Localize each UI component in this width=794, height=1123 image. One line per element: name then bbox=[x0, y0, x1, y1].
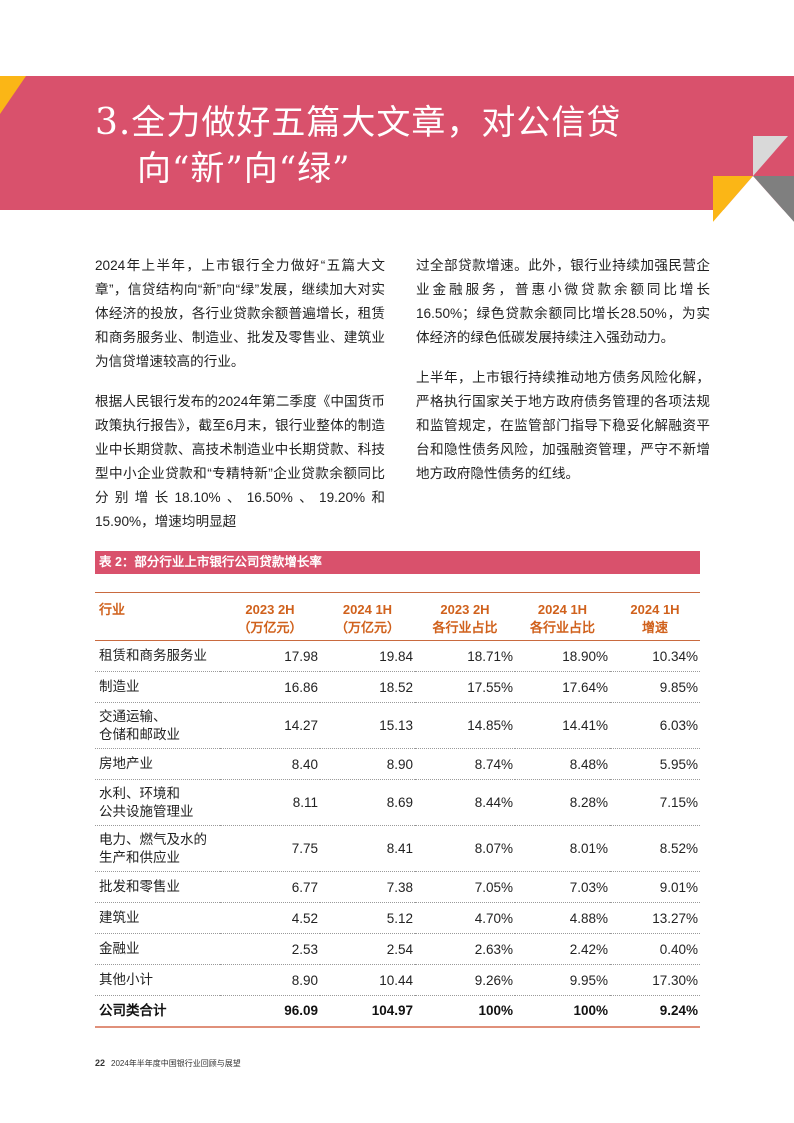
section-title: 3.全力做好五篇大文章，对公信贷 向“新”向“绿” bbox=[95, 100, 621, 192]
table-row: 批发和零售业 6.77 7.38 7.05% 7.03% 9.01% bbox=[95, 871, 700, 903]
industry-cell: 其他小计 bbox=[95, 964, 220, 996]
table-row: 电力、燃气及水的 生产和供应业 7.75 8.41 8.07% 8.01% 8.52% bbox=[95, 825, 700, 872]
industry-cell: 批发和零售业 bbox=[95, 871, 220, 903]
title-line-1: 3.全力做好五篇大文章，对公信贷 bbox=[95, 102, 622, 143]
header-2023-balance: 2023 2H （万亿元） bbox=[220, 592, 320, 641]
paragraph: 过全部贷款增速。此外，银行业持续加强民营企业金融服务，普惠小微贷款余额同比增长1… bbox=[416, 258, 710, 345]
paragraph: 2024年上半年，上市银行全力做好“五篇大文章”，信贷结构向“新”向“绿”发展，… bbox=[95, 258, 385, 369]
header-growth: 2024 1H 增速 bbox=[610, 592, 700, 641]
table-total-row: 公司类合计 96.09 104.97 100% 100% 9.24% bbox=[95, 995, 700, 1028]
title-line-2: 向“新”向“绿” bbox=[137, 149, 351, 189]
page-number: 22 bbox=[95, 1058, 106, 1068]
header-2023-share: 2023 2H 各行业占比 bbox=[415, 592, 515, 641]
industry-cell: 交通运输、 仓储和邮政业 bbox=[95, 702, 220, 749]
table-row: 租赁和商务服务业 17.98 19.84 18.71% 18.90% 10.34% bbox=[95, 640, 700, 672]
table-row: 其他小计 8.90 10.44 9.26% 9.95% 17.30% bbox=[95, 964, 700, 996]
body-column-left: 2024年上半年，上市银行全力做好“五篇大文章”，信贷结构向“新”向“绿”发展，… bbox=[95, 254, 385, 550]
industry-cell: 金融业 bbox=[95, 933, 220, 965]
body-column-right: 过全部贷款增速。此外，银行业持续加强民营企业金融服务，普惠小微贷款余额同比增长1… bbox=[416, 254, 710, 502]
corner-triangle-decoration bbox=[0, 76, 26, 114]
industry-cell: 房地产业 bbox=[95, 748, 220, 780]
publication-title: 2024年半年度中国银行业回顾与展望 bbox=[111, 1059, 241, 1068]
table-header-row: 行业 2023 2H （万亿元） 2024 1H （万亿元） 2023 2H 各行业占… bbox=[95, 592, 700, 641]
table-row: 制造业 16.86 18.52 17.55% 17.64% 9.85% bbox=[95, 671, 700, 703]
table-caption: 表 2：部分行业上市银行公司贷款增长率 bbox=[95, 551, 700, 574]
industry-cell: 建筑业 bbox=[95, 902, 220, 934]
table-row: 交通运输、 仓储和邮政业 14.27 15.13 14.85% 14.41% 6.03% bbox=[95, 702, 700, 749]
table-row: 水利、环境和 公共设施管理业 8.11 8.69 8.44% 8.28% 7.15% bbox=[95, 779, 700, 826]
table-row: 房地产业 8.40 8.90 8.74% 8.48% 5.95% bbox=[95, 748, 700, 780]
geometric-corner-decoration bbox=[713, 136, 794, 222]
loan-growth-table: 行业 2023 2H （万亿元） 2024 1H （万亿元） 2023 2H 各行业占… bbox=[95, 592, 700, 1028]
industry-cell: 水利、环境和 公共设施管理业 bbox=[95, 779, 220, 826]
table-row: 金融业 2.53 2.54 2.63% 2.42% 0.40% bbox=[95, 933, 700, 965]
industry-cell: 租赁和商务服务业 bbox=[95, 640, 220, 672]
header-industry: 行业 bbox=[95, 592, 220, 641]
paragraph: 根据人民银行发布的2024年第二季度《中国货币政策执行报告》，截至6月末，银行业… bbox=[95, 394, 385, 529]
table-row: 建筑业 4.52 5.12 4.70% 4.88% 13.27% bbox=[95, 902, 700, 934]
page-footer: 22 2024年半年度中国银行业回顾与展望 bbox=[95, 1058, 241, 1069]
industry-cell: 制造业 bbox=[95, 671, 220, 703]
industry-cell: 公司类合计 bbox=[95, 995, 220, 1028]
section-title-banner bbox=[0, 76, 794, 210]
industry-cell: 电力、燃气及水的 生产和供应业 bbox=[95, 825, 220, 872]
section-number: 3. bbox=[95, 102, 132, 143]
paragraph: 上半年，上市银行持续推动地方债务风险化解，严格执行国家关于地方政府债务管理的各项… bbox=[416, 370, 710, 481]
header-2024-share: 2024 1H 各行业占比 bbox=[515, 592, 610, 641]
header-2024-balance: 2024 1H （万亿元） bbox=[320, 592, 415, 641]
